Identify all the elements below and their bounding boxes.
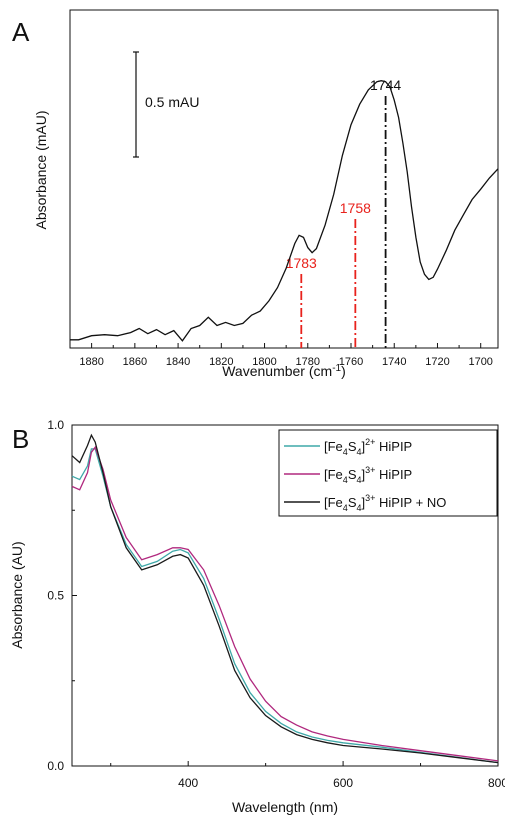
panel-a-x-tick-label: 1700 <box>468 356 492 368</box>
panel-a-x-tick-label: 1820 <box>209 356 233 368</box>
panel-a-x-tick-label: 1800 <box>252 356 276 368</box>
legend-text-sub1: 4 <box>343 475 348 485</box>
panel-a-plot-frame <box>69 9 499 349</box>
panel-a-x-axis: 1880 1860 1840 1820 1800 1780 1760 1740 1720 1700 <box>69 343 493 368</box>
legend-text-pre: [Fe <box>324 495 343 510</box>
legend-text-tail: HiPIP <box>375 439 412 454</box>
panel-a-x-tick-label: 1860 <box>123 356 147 368</box>
panel-a-y-axis-label: Absorbance (mAU) <box>33 110 49 229</box>
panel-b-x-tick-label: 600 <box>333 776 353 790</box>
legend-text-sub2: 4 <box>356 475 361 485</box>
legend-entry-label: [Fe4S4]3+ HiPIP + NO <box>324 493 446 513</box>
panel-a-peak-markers: 1783 1758 1744 <box>286 77 401 348</box>
panel-b-axes: 400 600 800 0.0 0.5 1.0 <box>47 418 505 790</box>
panel-b-label: B <box>12 424 29 454</box>
panel-a-x-axis-label: Wavenumber (cm-1) <box>222 363 346 379</box>
legend-text-pre: [Fe <box>324 439 343 454</box>
panel-a-x-axis-label-close: ) <box>341 363 346 379</box>
peak-marker-label: 1758 <box>340 200 371 216</box>
panel-a-series-layer <box>70 80 499 342</box>
panel-a-x-tick-label: 1740 <box>382 356 406 368</box>
panel-b-series-line <box>71 448 499 764</box>
legend-text-tail: HiPIP <box>375 467 412 482</box>
legend-text-post: ] <box>362 439 366 454</box>
legend-text-tail: HiPIP + NO <box>375 495 446 510</box>
legend-text-mid: S <box>348 439 357 454</box>
legend-text-sub2: 4 <box>356 447 361 457</box>
panel-a-series-line <box>70 80 499 342</box>
panel-a-x-tick-label: 1880 <box>79 356 103 368</box>
panel-a-x-tick-label: 1780 <box>296 356 320 368</box>
legend-text-sub1: 4 <box>343 447 348 457</box>
panel-b-y-tick-label: 0.5 <box>47 589 64 603</box>
panel-a-x-tick-label: 1840 <box>166 356 190 368</box>
panel-b: B Absorbance (AU) 400 600 800 0.0 0.5 1.0 Wav… <box>9 418 505 815</box>
legend-text-post: ] <box>362 467 366 482</box>
legend-text-pre: [Fe <box>324 467 343 482</box>
peak-marker-label: 1744 <box>370 77 401 93</box>
panel-b-y-tick-label: 0.0 <box>47 759 64 773</box>
panel-a-label: A <box>12 17 30 47</box>
legend-text-sub1: 4 <box>343 503 348 513</box>
panel-a-x-axis-label-sup: -1 <box>332 363 341 374</box>
legend-text-mid: S <box>348 467 357 482</box>
panel-b-y-axis-label: Absorbance (AU) <box>9 541 25 648</box>
scale-bar-label: 0.5 mAU <box>145 94 199 110</box>
legend-text-sup: 3+ <box>365 493 375 503</box>
legend-text-sup: 2+ <box>365 437 375 447</box>
legend-entry-label: [Fe4S4]3+ HiPIP <box>324 465 412 485</box>
legend-text-post: ] <box>362 495 366 510</box>
panel-a-x-tick-label: 1760 <box>339 356 363 368</box>
panel-a: A Absorbance (mAU) 0.5 mAU 1880 1860 1840 1… <box>12 9 499 379</box>
panel-b-series-line <box>71 433 499 764</box>
panel-b-x-tick-label: 800 <box>488 776 505 790</box>
panel-a-x-axis-label-text: Wavenumber (cm <box>222 363 332 379</box>
panel-b-legend: [Fe4S4]2+ HiPIP[Fe4S4]3+ HiPIP[Fe4S4]3+ … <box>278 429 498 517</box>
panel-b-x-tick-label: 400 <box>178 776 198 790</box>
legend-text-sup: 3+ <box>365 465 375 475</box>
peak-marker-label: 1783 <box>286 255 317 271</box>
panel-b-x-axis-label: Wavelength (nm) <box>232 799 338 815</box>
panel-b-y-tick-label: 1.0 <box>47 418 64 432</box>
panel-b-series-layer <box>71 433 499 764</box>
legend-text-sub2: 4 <box>356 503 361 513</box>
legend-entry-label: [Fe4S4]2+ HiPIP <box>324 437 412 457</box>
panel-a-x-tick-label: 1720 <box>425 356 449 368</box>
legend-text-mid: S <box>348 495 357 510</box>
